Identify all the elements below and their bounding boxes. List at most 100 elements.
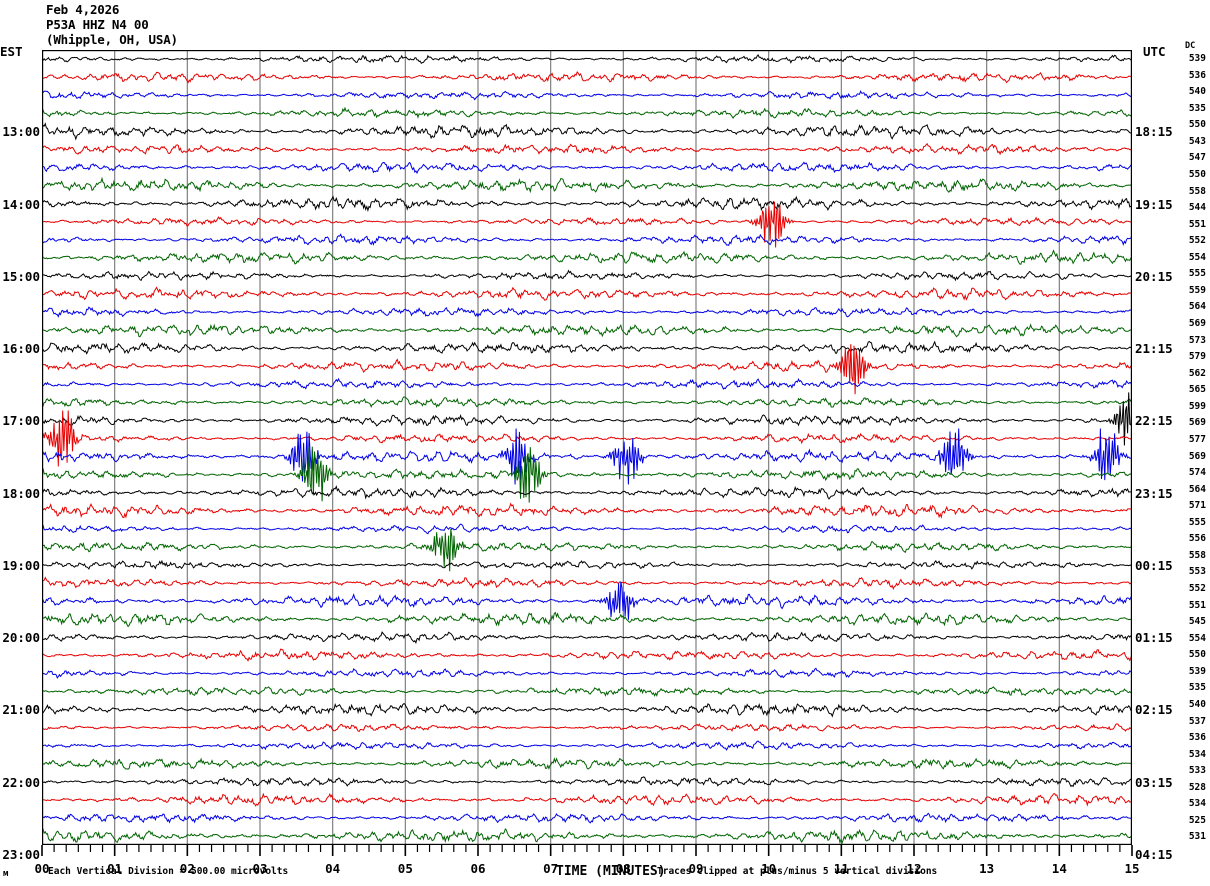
dc-value: 550 [1188, 119, 1206, 131]
x-tick-label: 07 [543, 861, 559, 876]
dc-value: 564 [1188, 301, 1206, 313]
seismogram-plot[interactable] [42, 50, 1132, 845]
dc-value: 535 [1188, 682, 1206, 694]
dc-value: 554 [1188, 632, 1206, 644]
corner-mark: м [3, 869, 9, 879]
seismogram-canvas [42, 50, 1132, 845]
seismic-trace [42, 306, 1132, 318]
seismic-trace [42, 581, 1132, 620]
dc-value: 533 [1188, 765, 1206, 777]
right-time-label: 23:15 [1135, 485, 1173, 501]
seismic-trace [42, 344, 1132, 395]
left-time-label: 14:00 [2, 196, 40, 212]
x-tick-label: 10 [761, 861, 777, 876]
clip-note: Traces clipped at plus/minus 5 vertical … [657, 866, 938, 877]
seismic-trace [42, 106, 1132, 120]
seismic-trace [42, 249, 1132, 265]
x-tick-label: 13 [979, 861, 995, 876]
x-axis-title: TIME (MINUTES) [556, 864, 666, 879]
dc-value: 534 [1188, 748, 1206, 760]
dc-value: 545 [1188, 616, 1206, 628]
seismic-trace [42, 523, 1132, 535]
right-time-label: 03:15 [1135, 774, 1173, 790]
dc-value: 554 [1188, 251, 1206, 263]
left-time-label: 17:00 [2, 413, 40, 429]
seismic-trace [42, 201, 1132, 248]
seismic-trace [42, 340, 1132, 355]
x-tick-label: 14 [1051, 861, 1067, 876]
x-tick-marks [41, 845, 1133, 856]
dc-value: 556 [1188, 533, 1206, 545]
dc-value: 569 [1188, 417, 1206, 429]
scale-note: Each Vertical Division = 500.00 microvol… [48, 866, 289, 877]
x-tick-label: 08 [615, 861, 631, 876]
dc-value: 550 [1188, 649, 1206, 661]
header-location: (Whipple, OH, USA) [46, 32, 178, 47]
dc-value: 552 [1188, 235, 1206, 247]
dc-value: 564 [1188, 483, 1206, 495]
dc-value: 565 [1188, 384, 1206, 396]
dc-value: 551 [1188, 218, 1206, 230]
dc-column-header: DC [1185, 41, 1196, 51]
dc-value: 540 [1188, 698, 1206, 710]
right-time-label: 19:15 [1135, 196, 1173, 212]
seismic-trace [42, 269, 1132, 282]
seismic-trace [42, 71, 1132, 84]
right-time-label: 18:15 [1135, 124, 1173, 140]
right-time-label: 00:15 [1135, 557, 1173, 573]
left-time-label: 15:00 [2, 268, 40, 284]
x-tick-label: 03 [252, 861, 268, 876]
right-time-label: 22:15 [1135, 413, 1173, 429]
seismic-trace [42, 667, 1132, 679]
x-tick-label: 15 [1124, 861, 1140, 876]
header-station: P53A HHZ N4 00 [46, 17, 149, 32]
dc-value: 543 [1188, 135, 1206, 147]
x-tick-label: 11 [833, 861, 849, 876]
seismic-trace [42, 195, 1132, 213]
dc-value: 525 [1188, 814, 1206, 826]
dc-value: 571 [1188, 500, 1206, 512]
dc-value: 574 [1188, 467, 1206, 479]
seismic-trace [42, 776, 1132, 788]
seismic-trace [42, 142, 1132, 156]
dc-value: 534 [1188, 798, 1206, 810]
dc-value: 558 [1188, 185, 1206, 197]
dc-value: 550 [1188, 168, 1206, 180]
dc-value: 558 [1188, 549, 1206, 561]
seismic-trace [42, 122, 1132, 141]
dc-value: 539 [1188, 665, 1206, 677]
left-time-label: 21:00 [2, 702, 40, 718]
seismic-trace [42, 631, 1132, 644]
seismic-trace [42, 757, 1132, 771]
seismic-trace [42, 176, 1132, 194]
seismic-trace [42, 377, 1132, 390]
seismic-trace [42, 559, 1132, 570]
dc-value: 539 [1188, 53, 1206, 65]
x-tick-label: 05 [397, 861, 413, 876]
dc-value: 536 [1188, 732, 1206, 744]
seismic-trace [42, 723, 1132, 732]
seismic-trace [42, 392, 1132, 446]
right-time-label: 02:15 [1135, 702, 1173, 718]
seismic-trace [42, 428, 1132, 485]
right-time-label: 01:15 [1135, 630, 1173, 646]
seismic-trace [42, 323, 1132, 338]
dc-value: 531 [1188, 831, 1206, 843]
chart-header: Feb 4,2026 P53A HHZ N4 00 (Whipple, OH, … [46, 2, 178, 47]
seismic-trace [42, 502, 1132, 519]
dc-value: 536 [1188, 69, 1206, 81]
right-time-label: 21:15 [1135, 341, 1173, 357]
x-tick-label: 09 [688, 861, 704, 876]
seismic-trace [42, 740, 1132, 751]
left-time-label: 18:00 [2, 485, 40, 501]
left-time-label: 20:00 [2, 630, 40, 646]
x-tick-label: 04 [325, 861, 341, 876]
left-time-label: 22:00 [2, 774, 40, 790]
dc-value: 547 [1188, 152, 1206, 164]
x-axis: 00 01 02 03 04 05 06 07 08 09 10 11 12 13 14 15 [0, 845, 1210, 886]
dc-value: 573 [1188, 334, 1206, 346]
dc-value: 577 [1188, 433, 1206, 445]
left-time-label: 16:00 [2, 341, 40, 357]
left-time-label: 23:00 [2, 847, 40, 863]
dc-value: 559 [1188, 284, 1206, 296]
